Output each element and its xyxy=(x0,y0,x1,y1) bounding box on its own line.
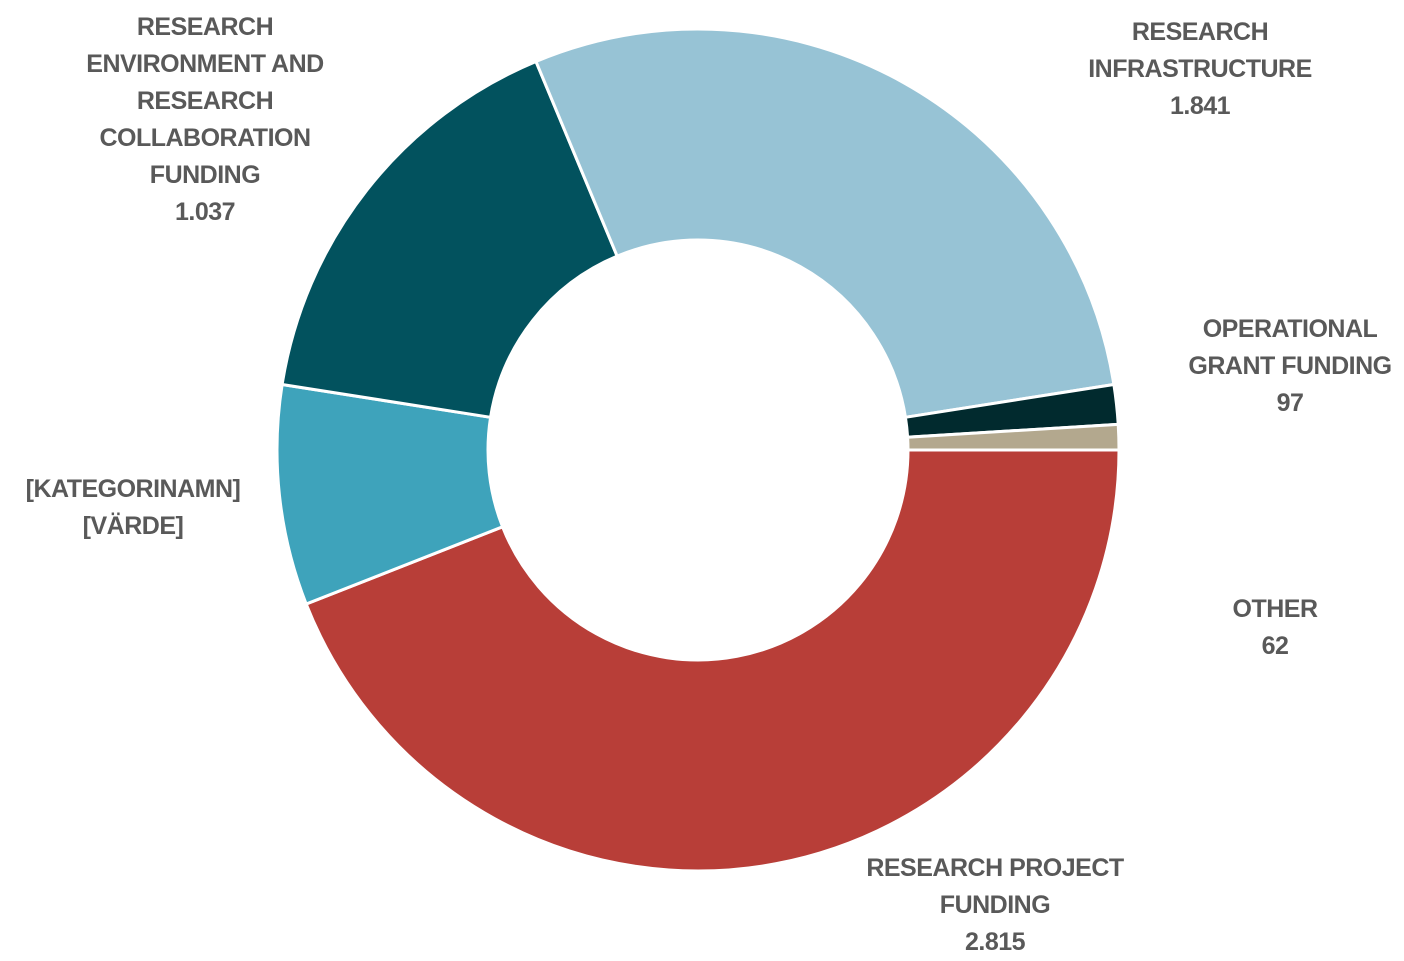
category-name: OPERATIONAL GRANT FUNDING xyxy=(1188,315,1392,380)
category-name: RESEARCH PROJECT FUNDING xyxy=(866,854,1124,919)
category-name: RESEARCH ENVIRONMENT AND RESEARCH COLLAB… xyxy=(86,13,324,189)
value-label: 62 xyxy=(1261,632,1289,660)
donut-slice xyxy=(906,422,1121,452)
category-name: OTHER xyxy=(1232,595,1319,623)
value-label: 97 xyxy=(1276,389,1304,417)
category-name: RESEARCH INFRASTRUCTURE xyxy=(1088,18,1312,83)
donut-slice xyxy=(533,27,1116,420)
slice-label: RESEARCH PROJECT FUNDING 2.815 xyxy=(845,850,1145,961)
value-label: 2.815 xyxy=(964,928,1026,956)
slice-label: [KATEGORINAMN] [VÄRDE] xyxy=(0,471,273,545)
category-name: [KATEGORINAMN] xyxy=(25,475,241,503)
value-label: [VÄRDE] xyxy=(82,512,184,540)
donut-slice xyxy=(304,448,1121,873)
value-label: 1.841 xyxy=(1169,92,1231,120)
slice-label: RESEARCH ENVIRONMENT AND RESEARCH COLLAB… xyxy=(74,9,336,231)
slice-label: OPERATIONAL GRANT FUNDING 97 xyxy=(1170,311,1404,422)
slice-label: RESEARCH INFRASTRUCTURE 1.841 xyxy=(1070,14,1330,125)
value-label: 1.037 xyxy=(174,198,236,226)
slice-label: OTHER 62 xyxy=(1175,591,1375,665)
donut-slice xyxy=(280,59,620,420)
